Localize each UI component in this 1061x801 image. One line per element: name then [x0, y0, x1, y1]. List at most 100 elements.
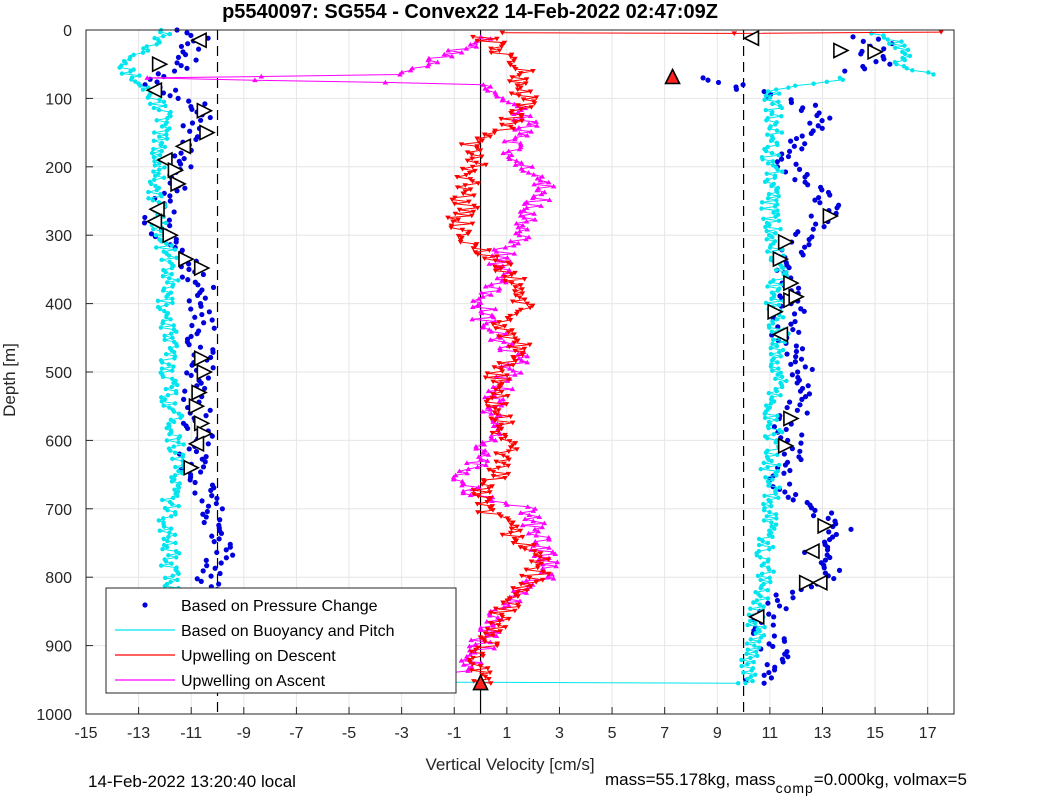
- ascent-point: [523, 218, 530, 224]
- descent-point: [508, 526, 515, 532]
- buoyancy-point: [776, 218, 782, 224]
- direction-marker: [191, 384, 208, 401]
- buoyancy-point: [171, 409, 177, 414]
- pressure-point: [218, 560, 224, 566]
- direction-marker: [183, 459, 201, 477]
- pressure-point: [784, 404, 790, 411]
- descent-point: [505, 463, 512, 469]
- pressure-point: [783, 426, 789, 433]
- buoyancy-point: [768, 138, 774, 144]
- ascent-point: [507, 238, 514, 244]
- ascent-point: [539, 524, 546, 530]
- descent-point: [527, 305, 533, 311]
- descent-point: [475, 510, 481, 515]
- ascent-point: [512, 372, 518, 377]
- buoyancy-point: [159, 399, 164, 404]
- direction-marker: [783, 410, 800, 427]
- buoyancy-point: [144, 44, 149, 49]
- buoyancy-point: [774, 198, 779, 203]
- x-tick-label: -15: [74, 725, 97, 742]
- descent-point: [484, 404, 491, 409]
- buoyancy-point: [840, 77, 845, 83]
- pressure-point: [187, 477, 193, 483]
- buoyancy-point: [773, 87, 779, 92]
- x-tick-label: 17: [919, 725, 937, 742]
- pressure-point: [213, 500, 219, 507]
- buoyancy-point: [175, 278, 181, 283]
- ascent-point: [532, 526, 538, 532]
- pressure-point: [848, 526, 854, 532]
- buoyancy-point: [758, 577, 763, 583]
- descent-point: [505, 449, 512, 454]
- pressure-point: [184, 425, 191, 432]
- ascent-point: [515, 109, 522, 115]
- buoyancy-point: [174, 329, 179, 334]
- buoyancy-point: [170, 296, 175, 302]
- direction-marker: [777, 437, 795, 455]
- pressure-point: [768, 675, 774, 681]
- descent-point: [514, 338, 521, 344]
- pressure-point: [812, 507, 818, 513]
- pressure-point: [177, 161, 184, 167]
- pressure-point: [771, 633, 777, 639]
- buoyancy-point: [161, 516, 166, 521]
- ascent-point: [485, 452, 492, 457]
- buoyancy-point: [762, 411, 767, 416]
- descent-point: [479, 138, 486, 144]
- ascent-point: [144, 75, 151, 80]
- buoyancy-point: [159, 360, 165, 365]
- descent-point: [519, 573, 525, 579]
- buoyancy-point: [164, 280, 170, 285]
- pressure-point: [807, 120, 813, 126]
- ascent-point: [463, 45, 470, 51]
- direction-marker: [771, 326, 789, 343]
- buoyancy-point: [156, 107, 162, 113]
- buoyancy-point: [768, 257, 774, 263]
- buoyancy-point: [163, 386, 169, 392]
- buoyancy-point: [776, 302, 782, 308]
- ascent-point: [513, 220, 520, 226]
- buoyancy-point: [885, 37, 890, 42]
- pressure-point: [786, 399, 793, 405]
- pressure-point: [781, 638, 788, 644]
- buoyancy-point: [761, 507, 767, 513]
- pressure-point: [792, 177, 798, 183]
- buoyancy-point: [162, 333, 167, 338]
- descent-point: [478, 154, 485, 160]
- descent-point: [498, 389, 505, 395]
- descent-point: [510, 586, 516, 591]
- buoyancy-point: [763, 148, 769, 154]
- buoyancy-point: [174, 343, 180, 349]
- buoyancy-point: [771, 399, 777, 404]
- pressure-point: [208, 573, 214, 579]
- buoyancy-point: [769, 458, 774, 464]
- pressure-point: [805, 383, 811, 389]
- descent-point: [524, 588, 530, 593]
- ascent-point: [500, 396, 506, 402]
- descent-point: [452, 195, 458, 201]
- ascent-point: [511, 101, 518, 107]
- buoyancy-point: [150, 198, 156, 203]
- descent-point: [455, 217, 462, 223]
- descent-point: [511, 332, 517, 337]
- ascent-point: [513, 230, 519, 236]
- descent-point: [492, 406, 498, 411]
- buoyancy-point: [165, 116, 170, 121]
- ascent-point: [468, 664, 475, 669]
- descent-point: [518, 107, 524, 112]
- buoyancy-point: [766, 391, 772, 396]
- pressure-point: [808, 584, 815, 590]
- descent-point: [508, 54, 514, 60]
- pressure-point: [810, 513, 817, 519]
- pressure-point: [821, 224, 827, 230]
- descent-point: [499, 614, 506, 620]
- ascent-point: [522, 516, 528, 522]
- descent-point: [464, 150, 471, 156]
- buoyancy-point: [167, 405, 172, 410]
- direction-marker: [767, 303, 784, 321]
- buoyancy-point: [145, 95, 151, 100]
- x-tick-label: 7: [660, 725, 669, 742]
- descent-point: [464, 158, 471, 164]
- pressure-point: [792, 359, 798, 365]
- buoyancy-point: [739, 657, 744, 663]
